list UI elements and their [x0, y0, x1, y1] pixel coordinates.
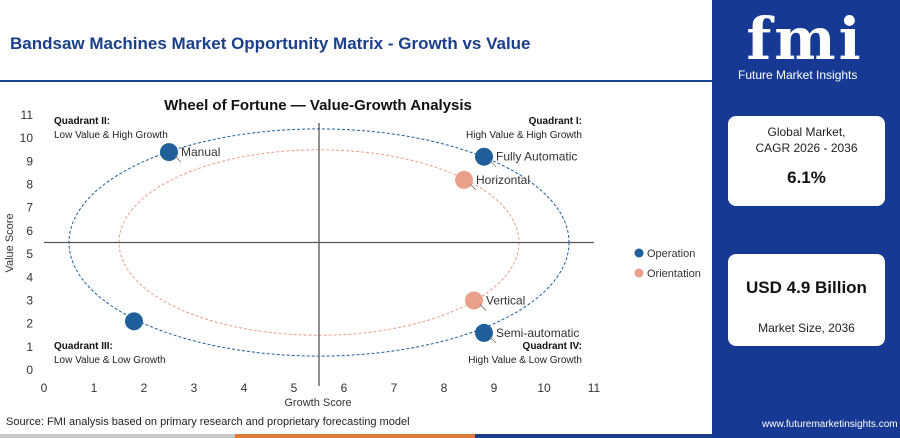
point-label: Semi-automatic [496, 326, 579, 340]
y-tick-label: 4 [26, 270, 33, 284]
footer-bar-gray [0, 434, 235, 438]
x-tick-label: 10 [537, 381, 551, 395]
y-tick-label: 3 [26, 293, 33, 307]
legend-label-orientation: Orientation [647, 268, 701, 280]
point-leader [479, 304, 487, 311]
point-orientation [455, 170, 473, 189]
chart-title: Wheel of Fortune — Value-Growth Analysis [164, 97, 472, 114]
y-tick-label: 8 [26, 178, 33, 192]
market-size-card: USD 4.9 Billion Market Size, 2036 [728, 254, 885, 346]
quadrant-subtitle-bottom-left: Low Value & Low Growth [54, 355, 166, 366]
source-note: Source: FMI analysis based on primary re… [6, 416, 410, 428]
cagr-card: Global Market, CAGR 2026 - 2036 6.1% [728, 116, 885, 206]
y-axis-label: Value Score [4, 213, 16, 272]
legend-label-operation: Operation [647, 248, 695, 260]
x-tick-label: 1 [91, 381, 98, 395]
quadrant-title-top-left: Quadrant II: [54, 116, 110, 127]
x-tick-label: 3 [191, 381, 198, 395]
point-leader [489, 336, 497, 344]
cagr-label-line1: Global Market, [767, 125, 846, 139]
page-title: Bandsaw Machines Market Opportunity Matr… [10, 34, 531, 53]
footer-bar-orange [235, 434, 475, 438]
logo-tagline: Future Market Insights [738, 68, 858, 82]
quadrant-subtitle-top-left: Low Value & High Growth [54, 130, 168, 141]
quadrant-title-bottom-left: Quadrant III: [54, 341, 113, 352]
point-leader [489, 160, 497, 168]
fmi-logo: fmi [746, 5, 864, 73]
point-leader [174, 155, 182, 163]
footer-bar-navy [475, 434, 712, 438]
y-tick-label: 2 [26, 317, 33, 331]
y-tick-label: 1 [26, 340, 33, 354]
x-tick-label: 8 [441, 381, 448, 395]
point-orientation [465, 291, 483, 310]
quadrant-subtitle-top-right: High Value & High Growth [466, 130, 582, 141]
y-tick-label: 9 [26, 154, 33, 168]
point-label: Manual [181, 145, 220, 159]
x-tick-label: 7 [391, 381, 398, 395]
cagr-label-line2: CAGR 2026 - 2036 [755, 141, 858, 155]
x-tick-label: 0 [41, 381, 48, 395]
x-tick-label: 4 [241, 381, 248, 395]
website-link[interactable]: www.futuremarketinsights.com [762, 419, 898, 430]
quadrant-subtitle-bottom-right: High Value & Low Growth [468, 355, 582, 366]
x-tick-label: 2 [141, 381, 148, 395]
y-tick-label: 10 [20, 131, 34, 145]
quadrant-title-top-right: Quadrant I: [529, 116, 582, 127]
legend-marker-orientation [634, 268, 644, 278]
x-tick-label: 9 [491, 381, 498, 395]
point-operation [125, 312, 143, 331]
opportunity-matrix-chart: Wheel of Fortune — Value-Growth Analysis… [4, 97, 701, 409]
y-tick-label: 0 [26, 363, 33, 377]
market-size-value: USD 4.9 Billion [746, 278, 867, 297]
chart-area [0, 88, 712, 412]
point-operation [475, 147, 493, 166]
point-leader [469, 183, 477, 191]
brand-side-panel [712, 0, 900, 438]
point-label: Fully Automatic [496, 150, 577, 164]
quadrant-title-bottom-right: Quadrant IV: [523, 341, 582, 352]
point-label: Horizontal [476, 173, 530, 187]
point-operation [160, 143, 178, 162]
x-tick-label: 11 [588, 381, 601, 395]
cagr-value: 6.1% [787, 168, 826, 187]
y-tick-label: 5 [26, 247, 33, 261]
point-operation [475, 323, 493, 342]
legend-marker-operation [634, 248, 644, 258]
point-label: Vertical [486, 293, 525, 307]
header-divider [0, 80, 712, 82]
market-size-label: Market Size, 2036 [758, 321, 855, 335]
y-tick-label: 6 [26, 224, 33, 238]
y-tick-label: 7 [26, 201, 33, 215]
x-tick-label: 6 [341, 381, 348, 395]
y-tick-label: 11 [21, 108, 34, 122]
x-tick-label: 5 [291, 381, 298, 395]
x-axis-label: Growth Score [284, 397, 351, 409]
